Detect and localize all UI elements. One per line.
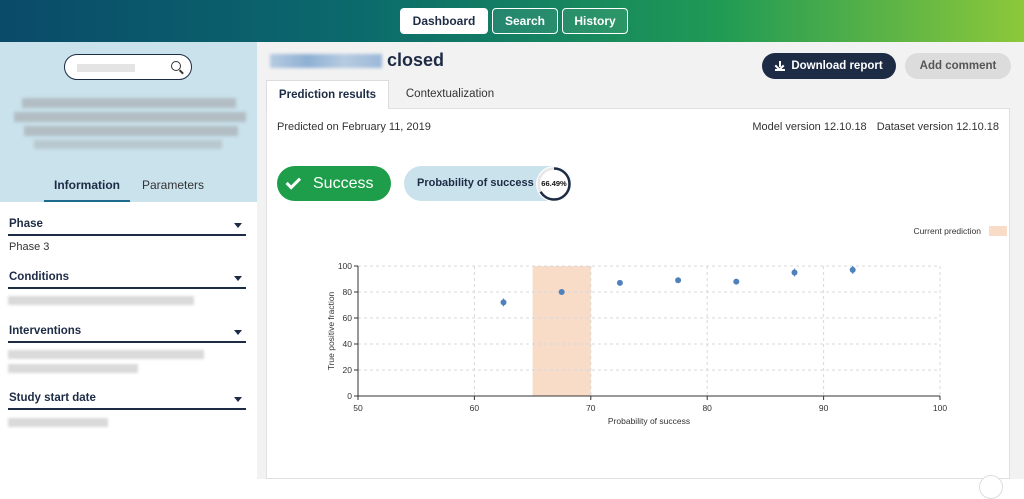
sidebar-search-input[interactable]: [64, 54, 192, 80]
nav-dashboard-button[interactable]: Dashboard: [400, 8, 488, 34]
y-tick-label: 80: [343, 287, 353, 297]
probability-value: 66.49%: [541, 179, 567, 188]
x-tick-label: 100: [933, 403, 947, 413]
probability-pill: Probability of success 66.49%: [404, 166, 572, 202]
main-content: closed Download report Add comment Predi…: [257, 42, 1024, 499]
redacted-title-line: [14, 112, 246, 122]
search-redacted-text: [77, 64, 135, 72]
top-nav-bar: Dashboard Search History: [0, 0, 1024, 42]
sidebar-tabs: Information Parameters: [0, 172, 257, 202]
redacted-interventions: [8, 364, 138, 373]
nav-history-button[interactable]: History: [562, 8, 628, 34]
search-icon[interactable]: [171, 61, 181, 71]
data-point: [558, 289, 565, 295]
phase-value: Phase 3: [9, 241, 50, 253]
caret-down-icon[interactable]: [234, 397, 242, 402]
legend-swatch: [989, 226, 1007, 236]
data-point: [791, 269, 798, 276]
sidebar-header: Information Parameters: [0, 42, 257, 202]
check-icon: [285, 173, 302, 190]
version-info: Model version 12.10.18 Dataset version 1…: [752, 121, 999, 133]
x-tick-label: 70: [586, 403, 596, 413]
redacted-title-line: [24, 126, 238, 136]
dataset-version: Dataset version 12.10.18: [876, 121, 999, 133]
download-report-button[interactable]: Download report: [762, 53, 896, 79]
accordion-interventions[interactable]: Interventions: [8, 321, 246, 343]
caret-down-icon[interactable]: [234, 276, 242, 281]
y-tick-label: 60: [343, 313, 353, 323]
probability-gauge: 66.49%: [536, 166, 572, 202]
outcome-label: Success: [313, 174, 374, 192]
accordion-phase[interactable]: Phase: [8, 214, 246, 236]
data-point: [675, 277, 682, 284]
redacted-title-line: [22, 98, 236, 108]
redacted-conditions: [8, 296, 194, 305]
y-tick-label: 100: [338, 261, 352, 271]
accordion-study-start-date[interactable]: Study start date: [8, 388, 246, 410]
page-title: closed: [387, 50, 445, 70]
y-axis-title: True positive fraction: [326, 291, 336, 370]
y-tick-label: 0: [347, 391, 352, 401]
accordion-title: Conditions: [9, 271, 70, 283]
caret-down-icon[interactable]: [234, 223, 242, 228]
x-tick-label: 50: [353, 403, 363, 413]
model-version: Model version 12.10.18: [752, 121, 867, 133]
tab-contextualization[interactable]: Contextualization: [405, 88, 495, 100]
add-comment-button[interactable]: Add comment: [905, 53, 1011, 79]
data-point: [733, 278, 740, 285]
current-prediction-band: [532, 266, 591, 396]
download-report-label: Download report: [791, 60, 883, 72]
sidebar: Information Parameters Phase Phase 3 Con…: [0, 42, 257, 479]
data-point: [849, 266, 856, 273]
redacted-start-date: [8, 418, 108, 427]
caret-down-icon[interactable]: [234, 330, 242, 335]
calibration-chart: 50 60 70 80 90 100 0 20 40 60 80 100 Probability of …: [326, 261, 947, 426]
redacted-interventions: [8, 350, 204, 359]
x-tick-label: 90: [819, 403, 829, 413]
download-icon: [775, 61, 786, 71]
probability-label: Probability of success: [417, 177, 534, 189]
data-point: [500, 299, 507, 306]
y-tick-label: 20: [343, 365, 353, 375]
success-badge: Success: [277, 166, 391, 201]
tab-information[interactable]: Information: [44, 178, 130, 202]
redacted-trial-id: [270, 54, 382, 68]
nav-search-button[interactable]: Search: [492, 8, 558, 34]
accordion-title: Study start date: [9, 392, 96, 404]
chart-legend: Current prediction: [913, 226, 1007, 236]
predicted-on-text: Predicted on February 11, 2019: [277, 121, 431, 133]
legend-current-prediction: Current prediction: [913, 226, 981, 236]
x-axis-title: Probability of success: [608, 416, 690, 426]
redacted-title-line: [34, 140, 222, 149]
accordion-title: Phase: [9, 218, 43, 230]
y-tick-label: 40: [343, 339, 353, 349]
x-tick-label: 60: [470, 403, 480, 413]
data-point: [616, 279, 623, 286]
nav-buttons: Dashboard Search History: [400, 8, 628, 34]
accordion-conditions[interactable]: Conditions: [8, 267, 246, 289]
tab-prediction-results[interactable]: Prediction results: [266, 80, 389, 109]
x-tick-label: 80: [702, 403, 712, 413]
tab-parameters[interactable]: Parameters: [142, 178, 205, 192]
accordion-title: Interventions: [9, 325, 82, 337]
prediction-panel: Predicted on February 11, 2019 Model ver…: [266, 108, 1010, 499]
